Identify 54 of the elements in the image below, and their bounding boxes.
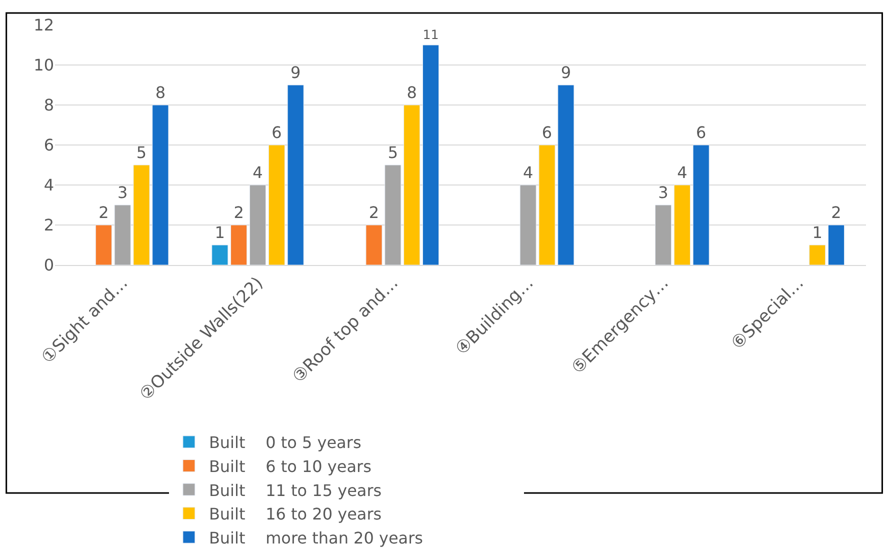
data-label: 4 — [252, 163, 263, 182]
data-label: 8 — [406, 83, 417, 102]
bar — [422, 44, 440, 265]
data-label: 2 — [98, 203, 109, 222]
data-label: 3 — [117, 183, 128, 202]
data-label: 1 — [214, 223, 225, 242]
data-label: 2 — [831, 203, 842, 222]
bar — [212, 244, 228, 265]
bar — [538, 144, 556, 265]
bar — [287, 84, 304, 265]
legend-label: Built 11 to 15 years — [208, 480, 382, 500]
bar — [558, 84, 574, 265]
data-label: 5 — [388, 143, 398, 162]
bar — [95, 224, 112, 265]
legend-label: Built 16 to 20 years — [208, 504, 382, 524]
bar — [828, 224, 845, 265]
bar — [404, 104, 420, 265]
data-label: 8 — [155, 83, 166, 102]
data-label: 6 — [696, 123, 706, 142]
data-label: 1 — [812, 223, 822, 242]
legend-label: Built more than 20 years — [208, 528, 424, 548]
bar — [114, 204, 131, 265]
legend-label: Built 6 to 10 years — [208, 456, 372, 476]
bar — [249, 184, 266, 265]
y-tick-label: 4 — [44, 176, 54, 195]
y-tick-label: 10 — [34, 56, 54, 75]
data-label: 3 — [658, 183, 668, 202]
bar — [152, 104, 169, 265]
legend-label: Built 0 to 5 years — [208, 433, 362, 452]
data-label: 6 — [542, 123, 552, 142]
data-label: 6 — [272, 123, 282, 142]
bar — [674, 184, 690, 265]
bar — [692, 144, 710, 265]
y-tick-label: 0 — [44, 256, 54, 275]
bar — [133, 164, 150, 265]
bar — [384, 164, 402, 265]
data-label: 11 — [422, 26, 439, 42]
y-tick-label: 6 — [44, 136, 54, 155]
data-label: 2 — [234, 203, 244, 222]
y-tick-label: 2 — [44, 216, 54, 235]
bar — [520, 184, 536, 265]
data-label: 2 — [368, 203, 380, 222]
y-tick-label: 12 — [34, 16, 54, 35]
data-label: 9 — [560, 63, 572, 82]
bar — [809, 244, 826, 265]
bar — [654, 204, 672, 265]
bar — [230, 224, 248, 265]
data-label: 5 — [136, 143, 147, 162]
bar — [366, 224, 382, 265]
data-label: 4 — [522, 163, 534, 182]
data-label: 9 — [290, 63, 301, 82]
bar — [268, 144, 285, 265]
y-tick-label: 8 — [44, 96, 54, 115]
data-label: 4 — [677, 163, 688, 182]
